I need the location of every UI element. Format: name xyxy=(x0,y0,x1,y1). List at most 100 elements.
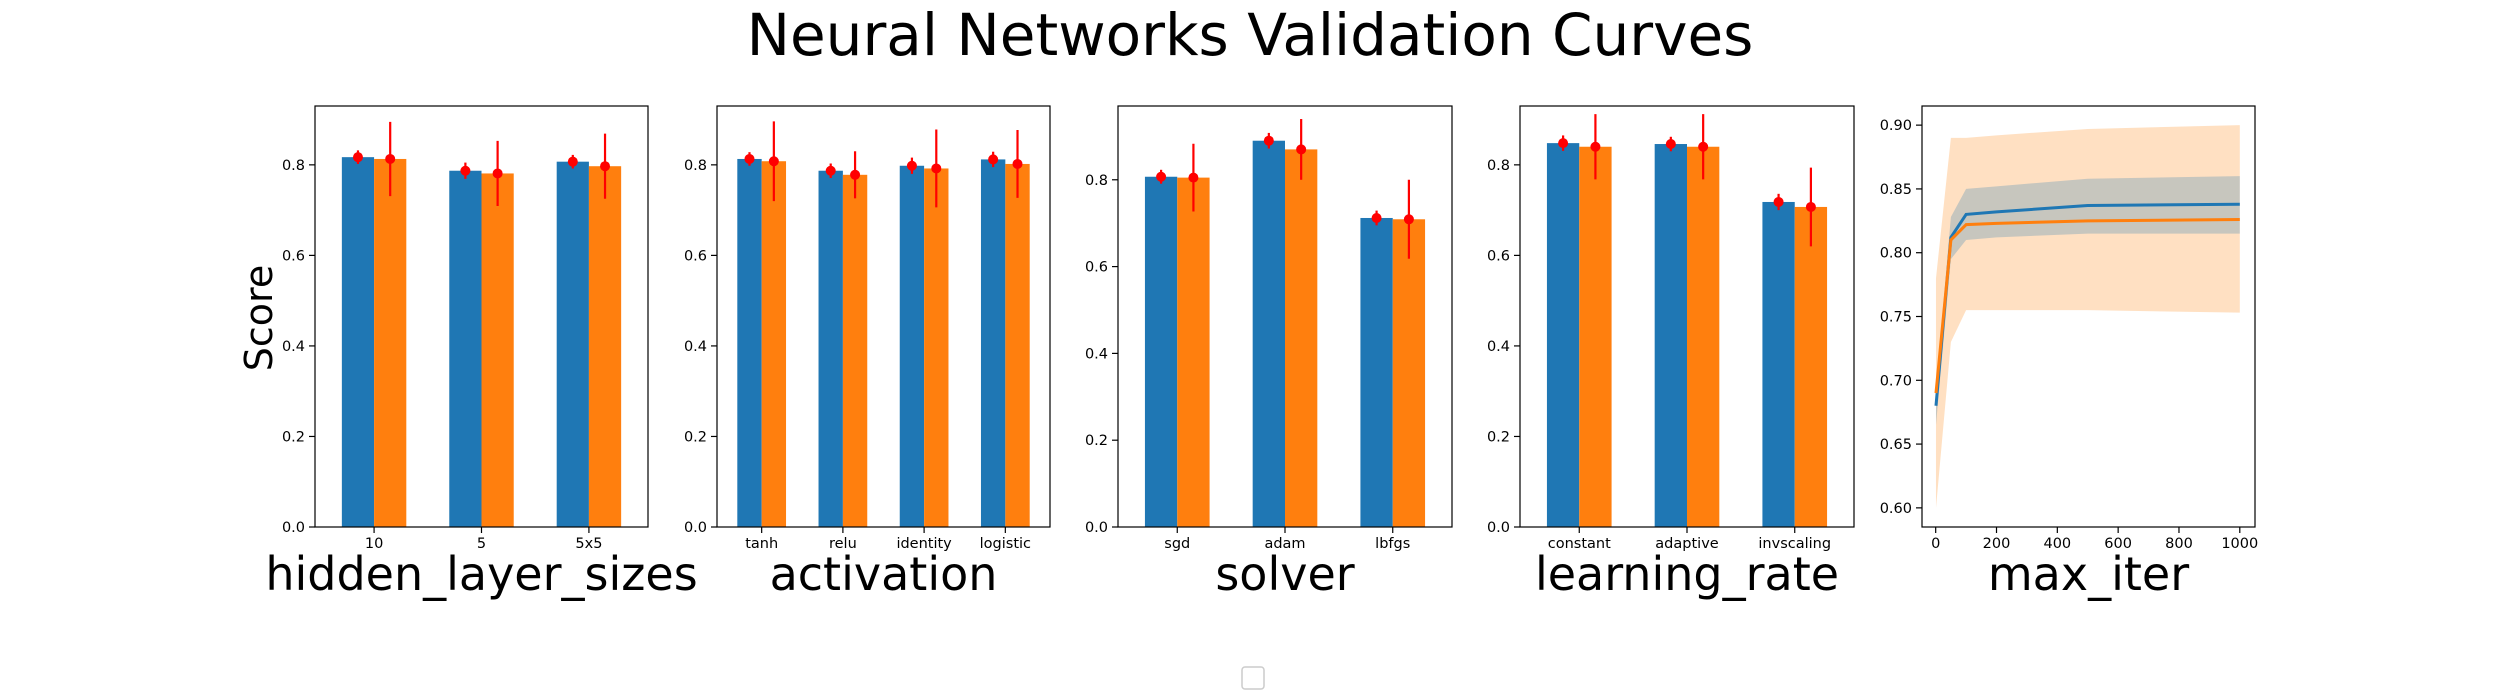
y-tick-label: 0.6 xyxy=(1085,260,1108,276)
axes-frame xyxy=(716,105,1051,528)
mean-point-adam-series-0 xyxy=(1263,135,1274,146)
x-tick-label: tanh xyxy=(745,536,778,552)
subplot-grid: 10 5 5x50.00.20.40.60.8hidden_layer_sizest… xyxy=(265,105,2258,601)
bar-10-series-0 xyxy=(341,157,375,528)
mean-point-logistic-series-0 xyxy=(988,154,999,165)
y-tick-label: 0.65 xyxy=(1880,437,1912,453)
mean-point-5x5-series-1 xyxy=(600,161,611,172)
mean-point-adaptive-series-1 xyxy=(1698,141,1709,152)
mean-point-relu-series-0 xyxy=(825,165,836,176)
mean-point-adaptive-series-0 xyxy=(1665,139,1676,150)
subplot-hidden_layer_sizes: 10 5 5x5 0.0 0.2 0.4 0.6 0.8 hidden_layer_sizes xyxy=(265,105,698,601)
x-tick-label: constant xyxy=(1548,536,1611,552)
bar-5x5-series-0 xyxy=(556,161,589,527)
bar-relu-series-1 xyxy=(842,174,868,528)
x-tick-label: 10 xyxy=(365,536,383,552)
axes-frame xyxy=(1519,105,1855,528)
mean-point-5-series-0 xyxy=(460,165,471,176)
shared-y-axis-label: Score xyxy=(237,265,281,371)
mean-point-lbfgs-series-0 xyxy=(1371,212,1382,223)
subplot-max_iter: 0 200 400 600 800 1000 0.60 0.65 0.70 0.75 0.80 0.8… xyxy=(1880,105,2258,601)
subplot-activation: tanh relu identity logistic 0.0 0.2 0.4 0.6 0.8 a… xyxy=(684,105,1051,601)
x-tick-label: sgd xyxy=(1164,536,1190,552)
y-tick-label: 0.8 xyxy=(1085,173,1108,189)
y-tick-label: 0.4 xyxy=(684,339,707,355)
y-tick-label: 0.0 xyxy=(282,520,305,536)
mean-point-invscaling-series-0 xyxy=(1773,196,1784,207)
bar-invscaling-series-1 xyxy=(1794,206,1828,527)
x-tick-label: invscaling xyxy=(1758,536,1831,552)
bar-relu-series-0 xyxy=(818,170,843,527)
bar-logistic-series-1 xyxy=(1005,163,1030,527)
y-tick-label: 0.70 xyxy=(1880,373,1912,389)
bar-lbfgs-series-1 xyxy=(1392,219,1426,527)
y-tick-label: 0.6 xyxy=(684,248,707,264)
empty-legend xyxy=(1241,666,1265,690)
y-tick-label: 0.80 xyxy=(1880,246,1912,262)
bar-tanh-series-1 xyxy=(761,161,787,527)
bar-10-series-1 xyxy=(374,158,407,527)
x-axis-label: max_iter xyxy=(1988,547,2189,601)
x-axis-label: learning_rate xyxy=(1535,547,1839,601)
bar-invscaling-series-0 xyxy=(1762,201,1795,527)
bar-5x5-series-1 xyxy=(588,166,622,527)
mean-point-10-series-1 xyxy=(385,153,396,164)
bar-5-series-0 xyxy=(449,170,482,527)
x-tick-label: 1000 xyxy=(2221,536,2258,552)
x-axis-label: hidden_layer_sizes xyxy=(265,547,697,601)
x-tick-label: logistic xyxy=(980,536,1031,552)
y-tick-label: 0.8 xyxy=(1487,158,1510,174)
y-tick-label: 0.6 xyxy=(1487,248,1510,264)
y-tick-label: 0.2 xyxy=(684,429,707,445)
line-series-1 xyxy=(1934,218,2240,394)
y-tick-label: 0.4 xyxy=(1487,339,1510,355)
x-axis-label: activation xyxy=(770,547,998,601)
mean-point-tanh-series-0 xyxy=(744,153,755,164)
y-tick-label: 0.8 xyxy=(282,158,305,174)
bar-constant-series-1 xyxy=(1579,146,1612,527)
y-tick-label: 0.0 xyxy=(1487,520,1510,536)
y-tick-label: 0.2 xyxy=(282,429,305,445)
bar-constant-series-0 xyxy=(1546,143,1580,528)
y-tick-label: 0.4 xyxy=(1085,346,1108,362)
mean-point-sgd-series-0 xyxy=(1156,171,1167,182)
bar-adam-series-1 xyxy=(1285,149,1318,527)
mean-point-5-series-1 xyxy=(492,168,503,179)
bar-adam-series-0 xyxy=(1252,140,1285,527)
y-tick-label: 0.75 xyxy=(1880,310,1912,326)
mean-point-logistic-series-1 xyxy=(1012,158,1023,169)
bar-identity-series-0 xyxy=(899,165,925,528)
y-tick-label: 0.6 xyxy=(282,248,305,264)
mean-point-tanh-series-1 xyxy=(768,156,779,167)
y-tick-label: 0.90 xyxy=(1880,118,1912,134)
subplot-solver: sgd adam lbfgs 0.0 0.2 0.4 0.6 0.8 solver xyxy=(1085,105,1453,601)
x-tick-label: 800 xyxy=(2165,536,2193,552)
x-axis-label: solver xyxy=(1215,547,1354,601)
x-tick-label: 5 xyxy=(477,536,486,552)
x-tick-label: relu xyxy=(829,536,857,552)
mean-point-constant-series-0 xyxy=(1558,138,1569,149)
y-tick-label: 0.60 xyxy=(1880,501,1912,517)
figure-title: Neural Networks Validation Curves xyxy=(747,1,1754,69)
mean-point-invscaling-series-1 xyxy=(1805,201,1816,212)
bar-adaptive-series-0 xyxy=(1654,144,1687,527)
bar-identity-series-1 xyxy=(924,168,949,528)
axes-frame xyxy=(314,105,649,528)
x-tick-label: identity xyxy=(896,536,952,552)
y-tick-label: 0.2 xyxy=(1085,433,1108,449)
mean-point-constant-series-1 xyxy=(1590,141,1601,152)
y-tick-label: 0.0 xyxy=(684,520,707,536)
y-tick-label: 0.2 xyxy=(1487,429,1510,445)
bar-sgd-series-0 xyxy=(1144,176,1178,527)
bar-lbfgs-series-0 xyxy=(1360,217,1393,527)
x-tick-label: 5x5 xyxy=(575,536,602,552)
axes-frame xyxy=(1921,105,2256,528)
x-tick-label: 0 xyxy=(1931,536,1940,552)
x-tick-label: 600 xyxy=(2104,536,2132,552)
bar-5-series-1 xyxy=(481,173,514,527)
y-tick-label: 0.8 xyxy=(684,158,707,174)
bar-logistic-series-0 xyxy=(980,159,1006,527)
confidence-band-series-0 xyxy=(1935,176,2240,425)
mean-point-lbfgs-series-1 xyxy=(1403,214,1414,225)
y-tick-label: 0.85 xyxy=(1880,182,1912,198)
